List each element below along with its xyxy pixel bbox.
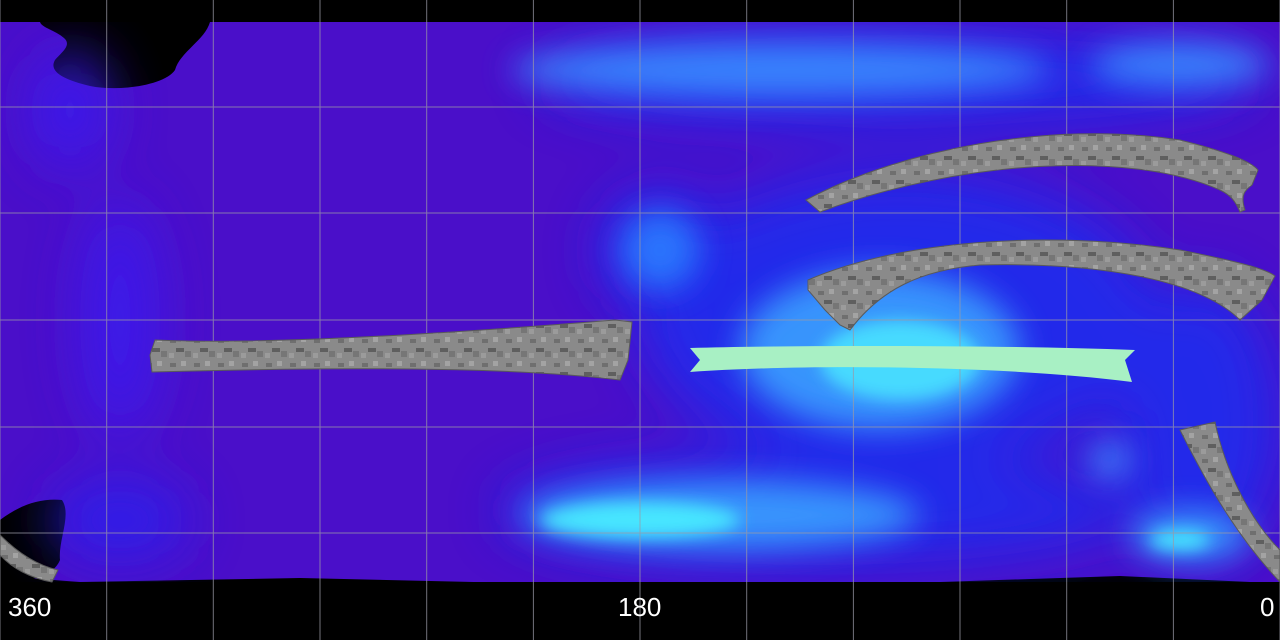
highlighted-swath [690, 345, 1135, 382]
radar-swath-lower-right [1179, 421, 1280, 583]
x-axis-label-right: 0 [1260, 592, 1275, 622]
radar-swath-middle [807, 239, 1276, 331]
radar-swaths [0, 133, 1280, 583]
radar-swath-equatorial [149, 319, 633, 381]
radar-swath-lower-left [0, 534, 59, 583]
x-axis-label-middle: 180 [618, 592, 662, 622]
radar-swath-upper [805, 133, 1259, 213]
x-axis-label-left: 360 [8, 592, 52, 622]
